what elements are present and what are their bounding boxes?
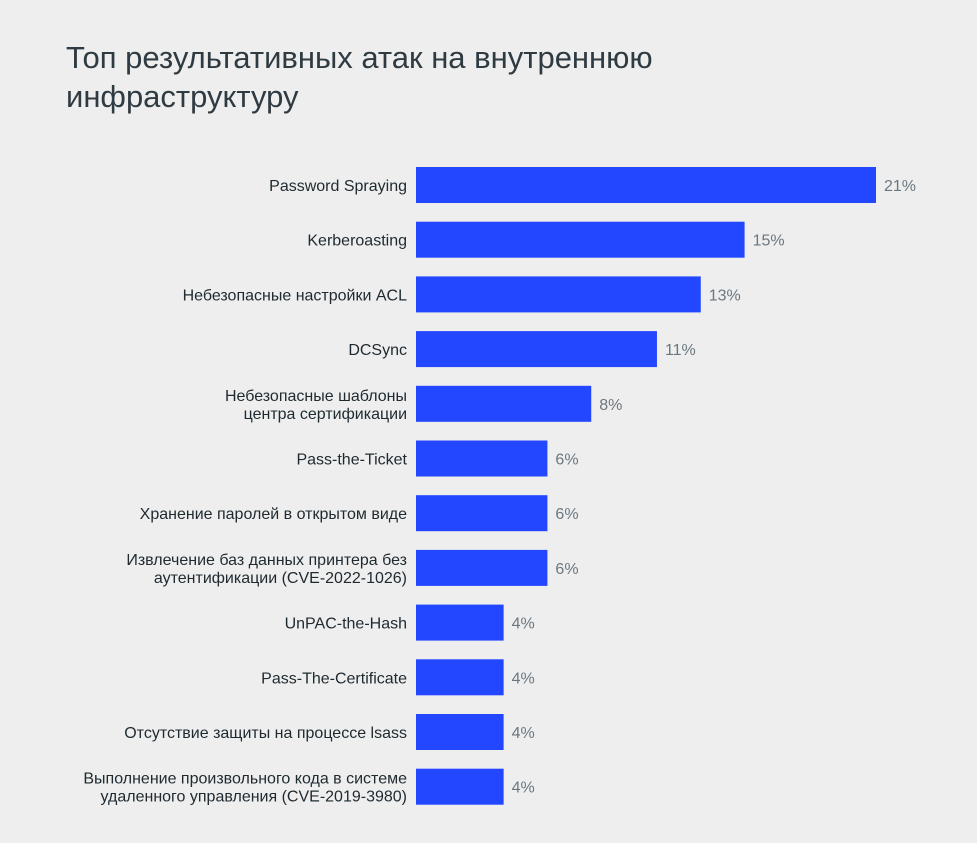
- category-label-11: Выполнение произвольного кода в системе у…: [83, 771, 407, 806]
- bar-11: [416, 768, 504, 805]
- value-label-11: 4%: [512, 780, 535, 797]
- value-label-3: 11%: [665, 342, 696, 359]
- bar-5: [416, 440, 548, 477]
- value-label-1: 15%: [753, 233, 785, 250]
- bar-4: [416, 385, 592, 422]
- value-label-5: 6%: [555, 452, 578, 469]
- category-label-4: Небезопасные шаблоны центра сертификации: [225, 388, 407, 423]
- category-label-8: UnPAC-the-Hash: [285, 616, 407, 633]
- category-label-1: Kerberoasting: [307, 233, 407, 250]
- bar-0: [416, 167, 876, 203]
- category-label-0: Password Spraying: [269, 178, 407, 195]
- value-label-2: 13%: [709, 287, 741, 304]
- bar-1: [416, 221, 745, 258]
- category-label-10: Отсутствие защиты на процессе lsass: [124, 725, 407, 742]
- category-label-7: Извлечение баз данных принтера без аутент…: [126, 552, 407, 587]
- bar-3: [416, 331, 657, 368]
- category-label-2: Небезопасные настройки ACL: [183, 287, 408, 304]
- bar-8: [416, 604, 504, 641]
- value-label-8: 4%: [512, 616, 535, 633]
- value-label-9: 4%: [512, 670, 535, 687]
- category-label-5: Pass-the-Ticket: [296, 452, 407, 469]
- category-label-9: Pass-The-Certificate: [261, 670, 407, 687]
- category-label-3: DCSync: [348, 342, 407, 359]
- chart-title: Топ результативных атак на внутреннюю ин…: [66, 40, 653, 114]
- value-label-6: 6%: [555, 506, 578, 523]
- value-label-4: 8%: [599, 397, 622, 414]
- bar-10: [416, 714, 504, 750]
- value-label-0: 21%: [884, 178, 916, 195]
- bar-7: [416, 549, 548, 586]
- bar-2: [416, 276, 701, 313]
- value-label-10: 4%: [512, 725, 535, 742]
- category-label-6: Хранение паролей в открытом виде: [140, 506, 407, 523]
- bar-6: [416, 495, 548, 532]
- bar-9: [416, 659, 504, 696]
- value-label-7: 6%: [555, 561, 578, 578]
